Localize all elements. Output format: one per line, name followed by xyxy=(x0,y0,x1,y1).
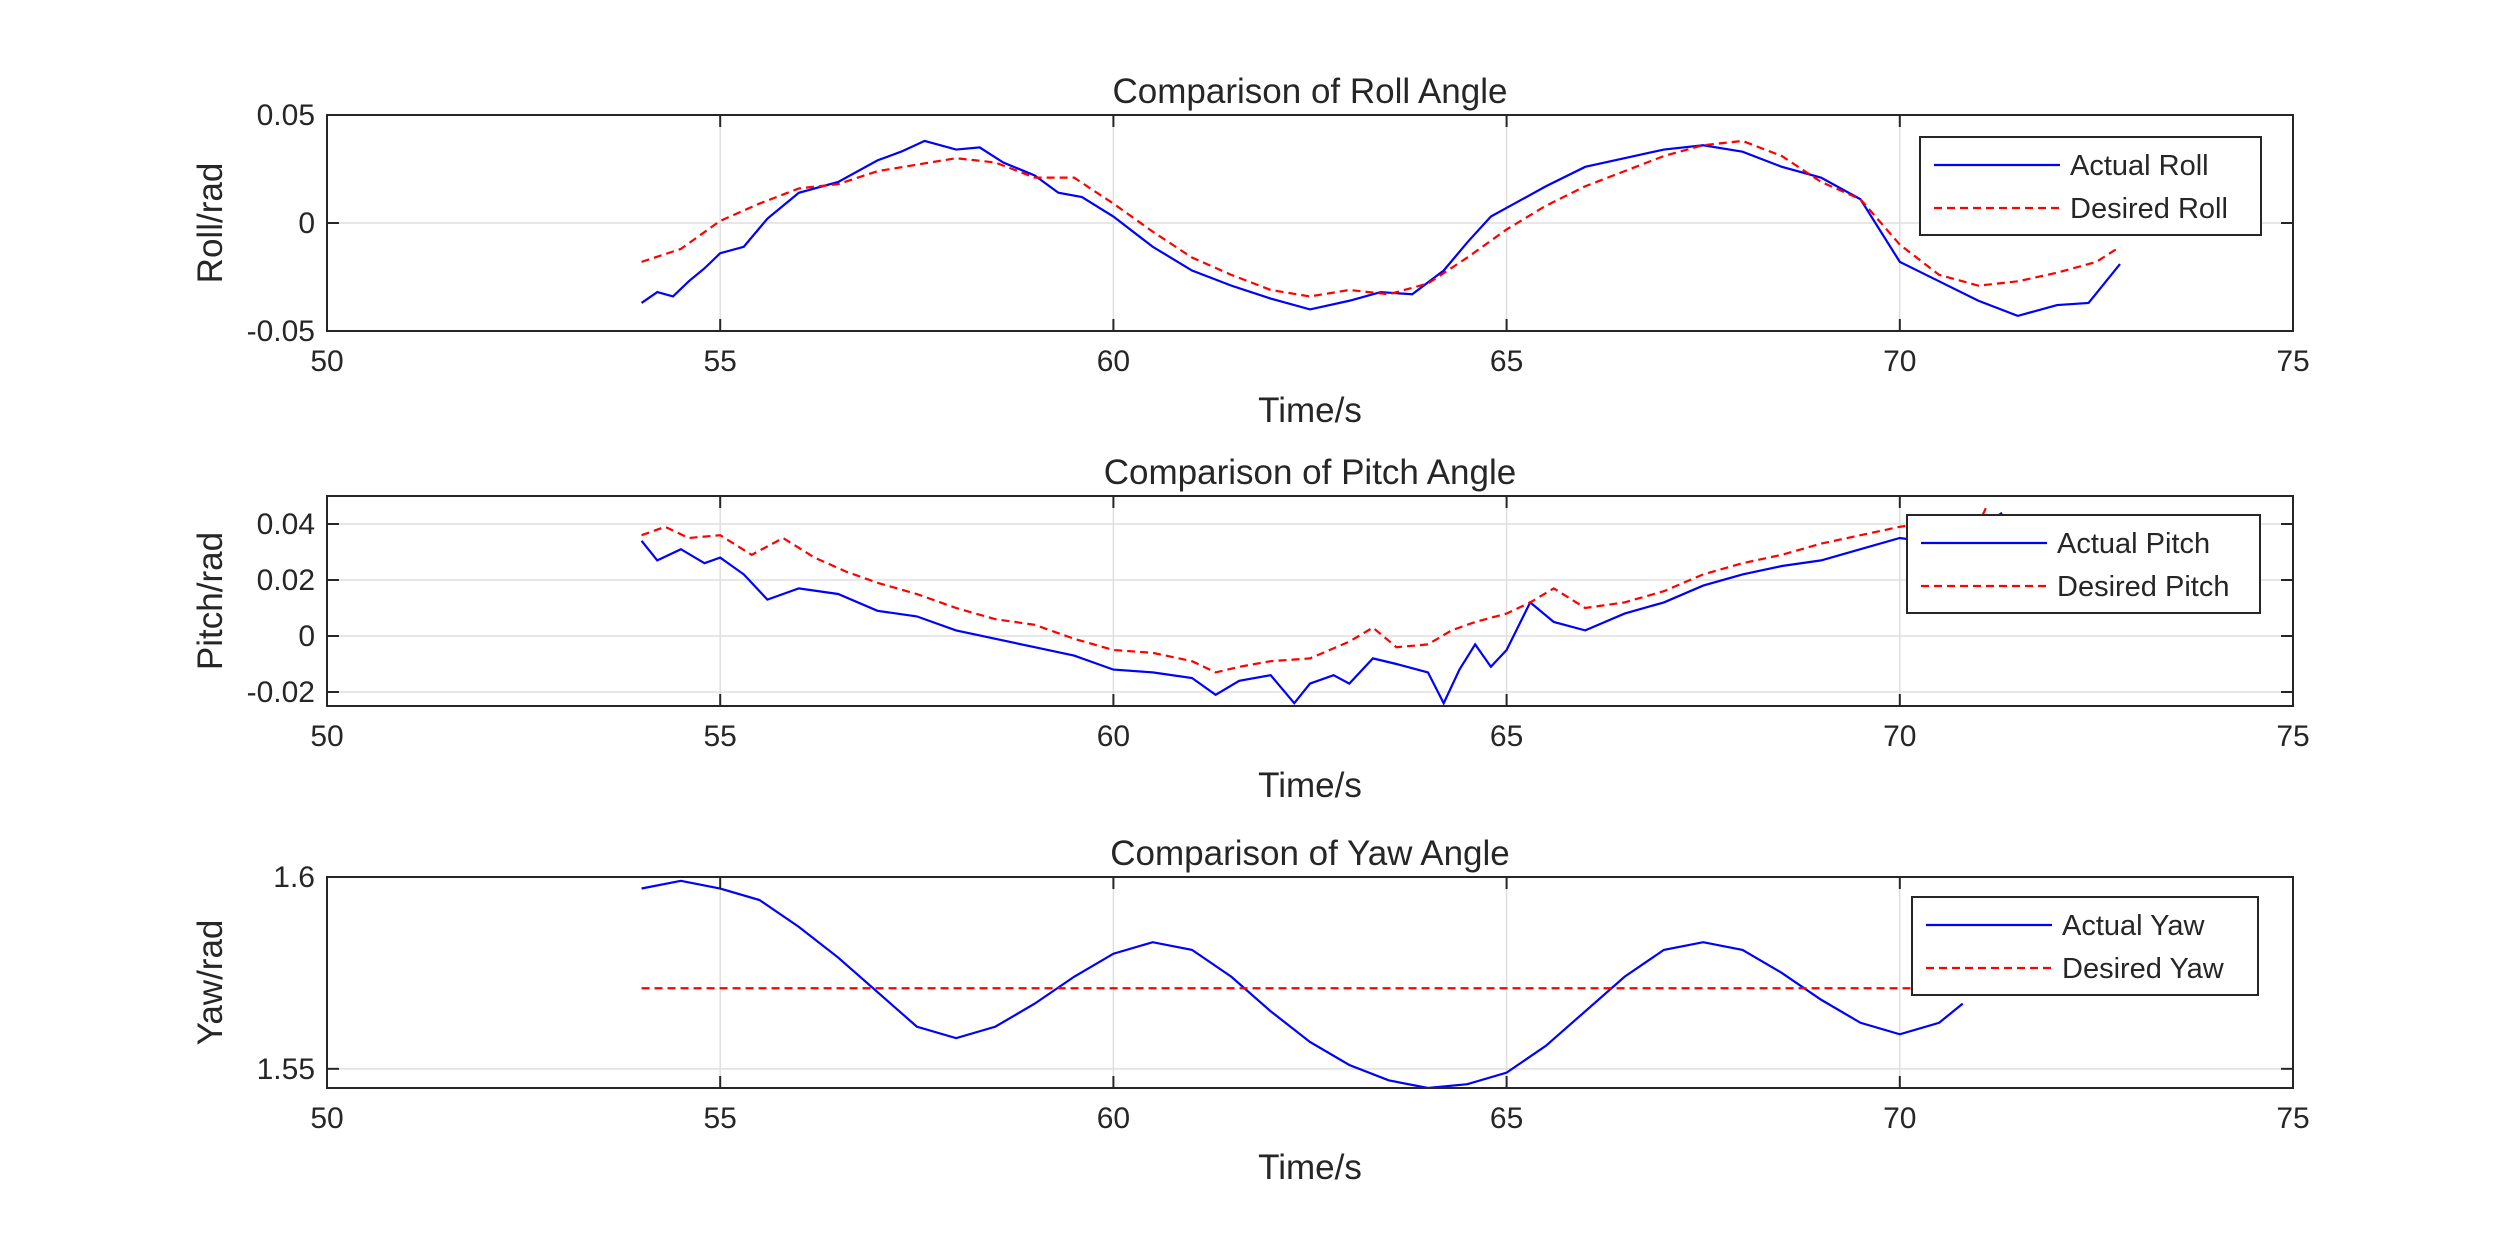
subplot-1: 50 55 60 65 70 75 -0.05 0 0.05 Comparison of Roll… xyxy=(191,72,2310,430)
x-tick-label: 50 xyxy=(310,720,343,753)
y-tick-label: 0 xyxy=(298,207,315,240)
legend: Actual Yaw Desired Yaw xyxy=(1911,896,2259,996)
x-tick-label: 65 xyxy=(1490,1102,1523,1135)
legend-label-actual: Actual Yaw xyxy=(2062,910,2205,942)
x-axis-label: Time/s xyxy=(1258,1148,1362,1187)
x-tick-label: 75 xyxy=(2276,345,2309,378)
x-tick-label: 60 xyxy=(1097,1102,1130,1135)
legend-label-desired: Desired Roll xyxy=(2070,193,2228,225)
x-tick-label: 55 xyxy=(704,720,737,753)
y-axis-label: Yaw/rad xyxy=(191,920,230,1046)
subplot-2: 50 55 60 65 70 75 -0.02 0 0.02 0.04 Comparison of … xyxy=(191,453,2310,805)
series-line-actual xyxy=(640,139,2121,318)
y-tick-label: 1.55 xyxy=(257,1053,315,1086)
x-tick-label: 50 xyxy=(310,345,343,378)
x-tick-label: 60 xyxy=(1097,720,1130,753)
x-axis-label: Time/s xyxy=(1258,391,1362,430)
series-line-actual xyxy=(641,879,1964,1088)
axes-box xyxy=(326,876,2294,1089)
legend: Actual Pitch Desired Pitch xyxy=(1906,514,2261,614)
series-line-desired xyxy=(641,506,1988,674)
x-tick-label: 70 xyxy=(1883,720,1916,753)
legend-label-desired: Desired Yaw xyxy=(2062,953,2225,985)
chart-title: Comparison of Roll Angle xyxy=(1113,72,1508,111)
y-axis-label: Pitch/rad xyxy=(191,532,230,670)
y-tick-label: -0.02 xyxy=(247,676,315,709)
subplot-3: 50 55 60 65 70 75 1.55 1.6 Comparison of Yaw Ang… xyxy=(191,834,2310,1187)
x-tick-label: 65 xyxy=(1490,345,1523,378)
legend-label-actual: Actual Pitch xyxy=(2057,528,2210,560)
chart-title: Comparison of Pitch Angle xyxy=(1104,453,1516,492)
x-tick-label: 55 xyxy=(704,1102,737,1135)
y-axis-label: Roll/rad xyxy=(191,163,230,284)
y-tick-label: -0.05 xyxy=(247,315,315,348)
x-tick-label: 75 xyxy=(2276,720,2309,753)
y-tick-label: 1.6 xyxy=(273,861,315,894)
series-line-actual xyxy=(640,511,2003,706)
legend-label-desired: Desired Pitch xyxy=(2057,571,2229,603)
axes-box xyxy=(326,495,2294,707)
series-line-desired xyxy=(641,139,2121,298)
x-axis-label: Time/s xyxy=(1258,766,1362,805)
y-tick-label: 0.04 xyxy=(257,508,315,541)
legend-box xyxy=(1906,514,2261,614)
legend-label-actual: Actual Roll xyxy=(2070,150,2209,182)
legend-box xyxy=(1919,136,2262,236)
legend: Actual Roll Desired Roll xyxy=(1919,136,2262,236)
legend-box xyxy=(1911,896,2259,996)
y-tick-label: 0.05 xyxy=(257,99,315,132)
x-tick-label: 50 xyxy=(310,1102,343,1135)
x-tick-label: 75 xyxy=(2276,1102,2309,1135)
x-tick-label: 60 xyxy=(1097,345,1130,378)
chart-title: Comparison of Yaw Angle xyxy=(1110,834,1510,873)
x-tick-label: 65 xyxy=(1490,720,1523,753)
x-tick-label: 55 xyxy=(704,345,737,378)
y-tick-label: 0.02 xyxy=(257,564,315,597)
x-tick-label: 70 xyxy=(1883,345,1916,378)
y-tick-label: 0 xyxy=(298,620,315,653)
x-tick-label: 70 xyxy=(1883,1102,1916,1135)
